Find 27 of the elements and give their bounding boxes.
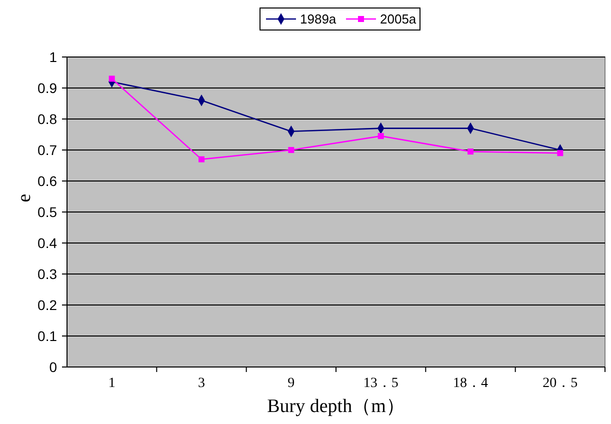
x-tick-label: 20．5	[542, 376, 578, 391]
legend-label: 1989a	[300, 12, 337, 27]
x-tick-label: 9	[288, 376, 295, 391]
x-tick-label: 13．5	[363, 376, 398, 391]
y-tick-label: 0.9	[38, 80, 58, 96]
y-tick-label: 0	[49, 358, 58, 375]
point	[468, 148, 474, 155]
y-tick-label: 0.3	[38, 266, 58, 282]
y-tick-label: 0.6	[38, 172, 58, 189]
y-tick-label: 0.2	[38, 296, 58, 313]
x-axis-title: Bury depth（m）	[267, 396, 405, 417]
x-tick-label: 18．4	[453, 376, 488, 391]
point	[557, 150, 564, 156]
point	[288, 147, 294, 153]
point	[198, 156, 204, 162]
y-tick-label: 0.1	[38, 328, 58, 344]
point	[378, 133, 384, 140]
y-tick-label: 0.8	[38, 110, 58, 127]
y-tick-label: 0.4	[38, 234, 58, 251]
x-tick-label: 3	[198, 376, 205, 391]
y-tick-label: 0.5	[38, 204, 58, 220]
y-axis-title: e	[14, 194, 35, 202]
y-tick-label: 1	[49, 48, 58, 65]
point	[108, 76, 115, 82]
y-tick-label: 0.7	[38, 142, 58, 158]
legend-label: 2005a	[380, 12, 417, 27]
x-tick-label: 1	[108, 376, 116, 391]
